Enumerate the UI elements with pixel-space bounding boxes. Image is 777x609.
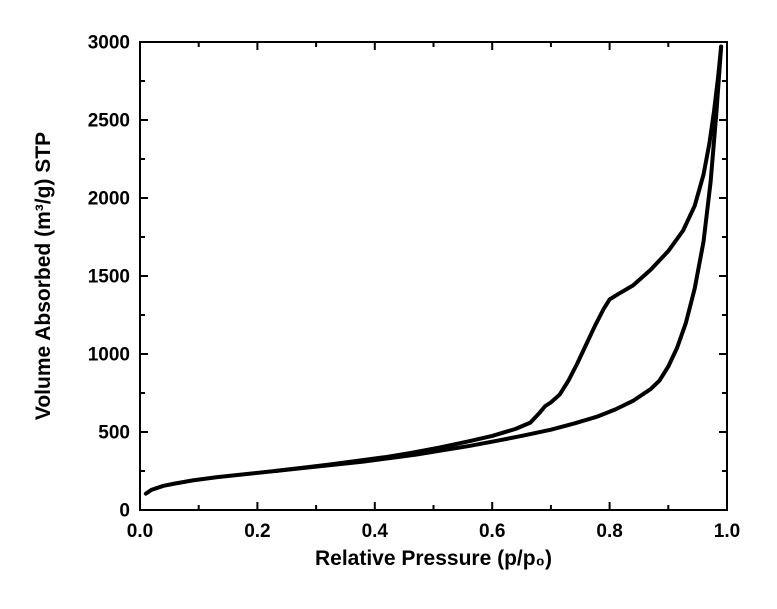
x-axis-title: Relative Pressure (p/p₀) <box>315 547 552 570</box>
x-tick-label: 0.0 <box>127 521 153 542</box>
x-tick-label: 0.6 <box>479 521 505 542</box>
isotherm-chart: 0.0 0.2 0.4 0.6 0.8 1.0 0 500 1000 1500 2000 2500 30… <box>0 0 777 609</box>
y-tick-label: 3000 <box>88 33 130 54</box>
x-tick-label: 0.4 <box>362 521 389 542</box>
y-tick-label: 500 <box>98 423 130 444</box>
y-tick-label: 1500 <box>88 267 130 288</box>
y-tick-label: 0 <box>119 501 130 522</box>
y-tick-label: 2000 <box>88 189 130 210</box>
x-tick-label: 1.0 <box>714 521 740 542</box>
x-tick-label: 0.8 <box>596 521 622 542</box>
y-tick-label: 2500 <box>88 111 130 132</box>
x-tick-label: 0.2 <box>244 521 270 542</box>
y-tick-label: 1000 <box>88 345 130 366</box>
y-axis-title: Volume Absorbed (m³/g) STP <box>32 132 55 420</box>
